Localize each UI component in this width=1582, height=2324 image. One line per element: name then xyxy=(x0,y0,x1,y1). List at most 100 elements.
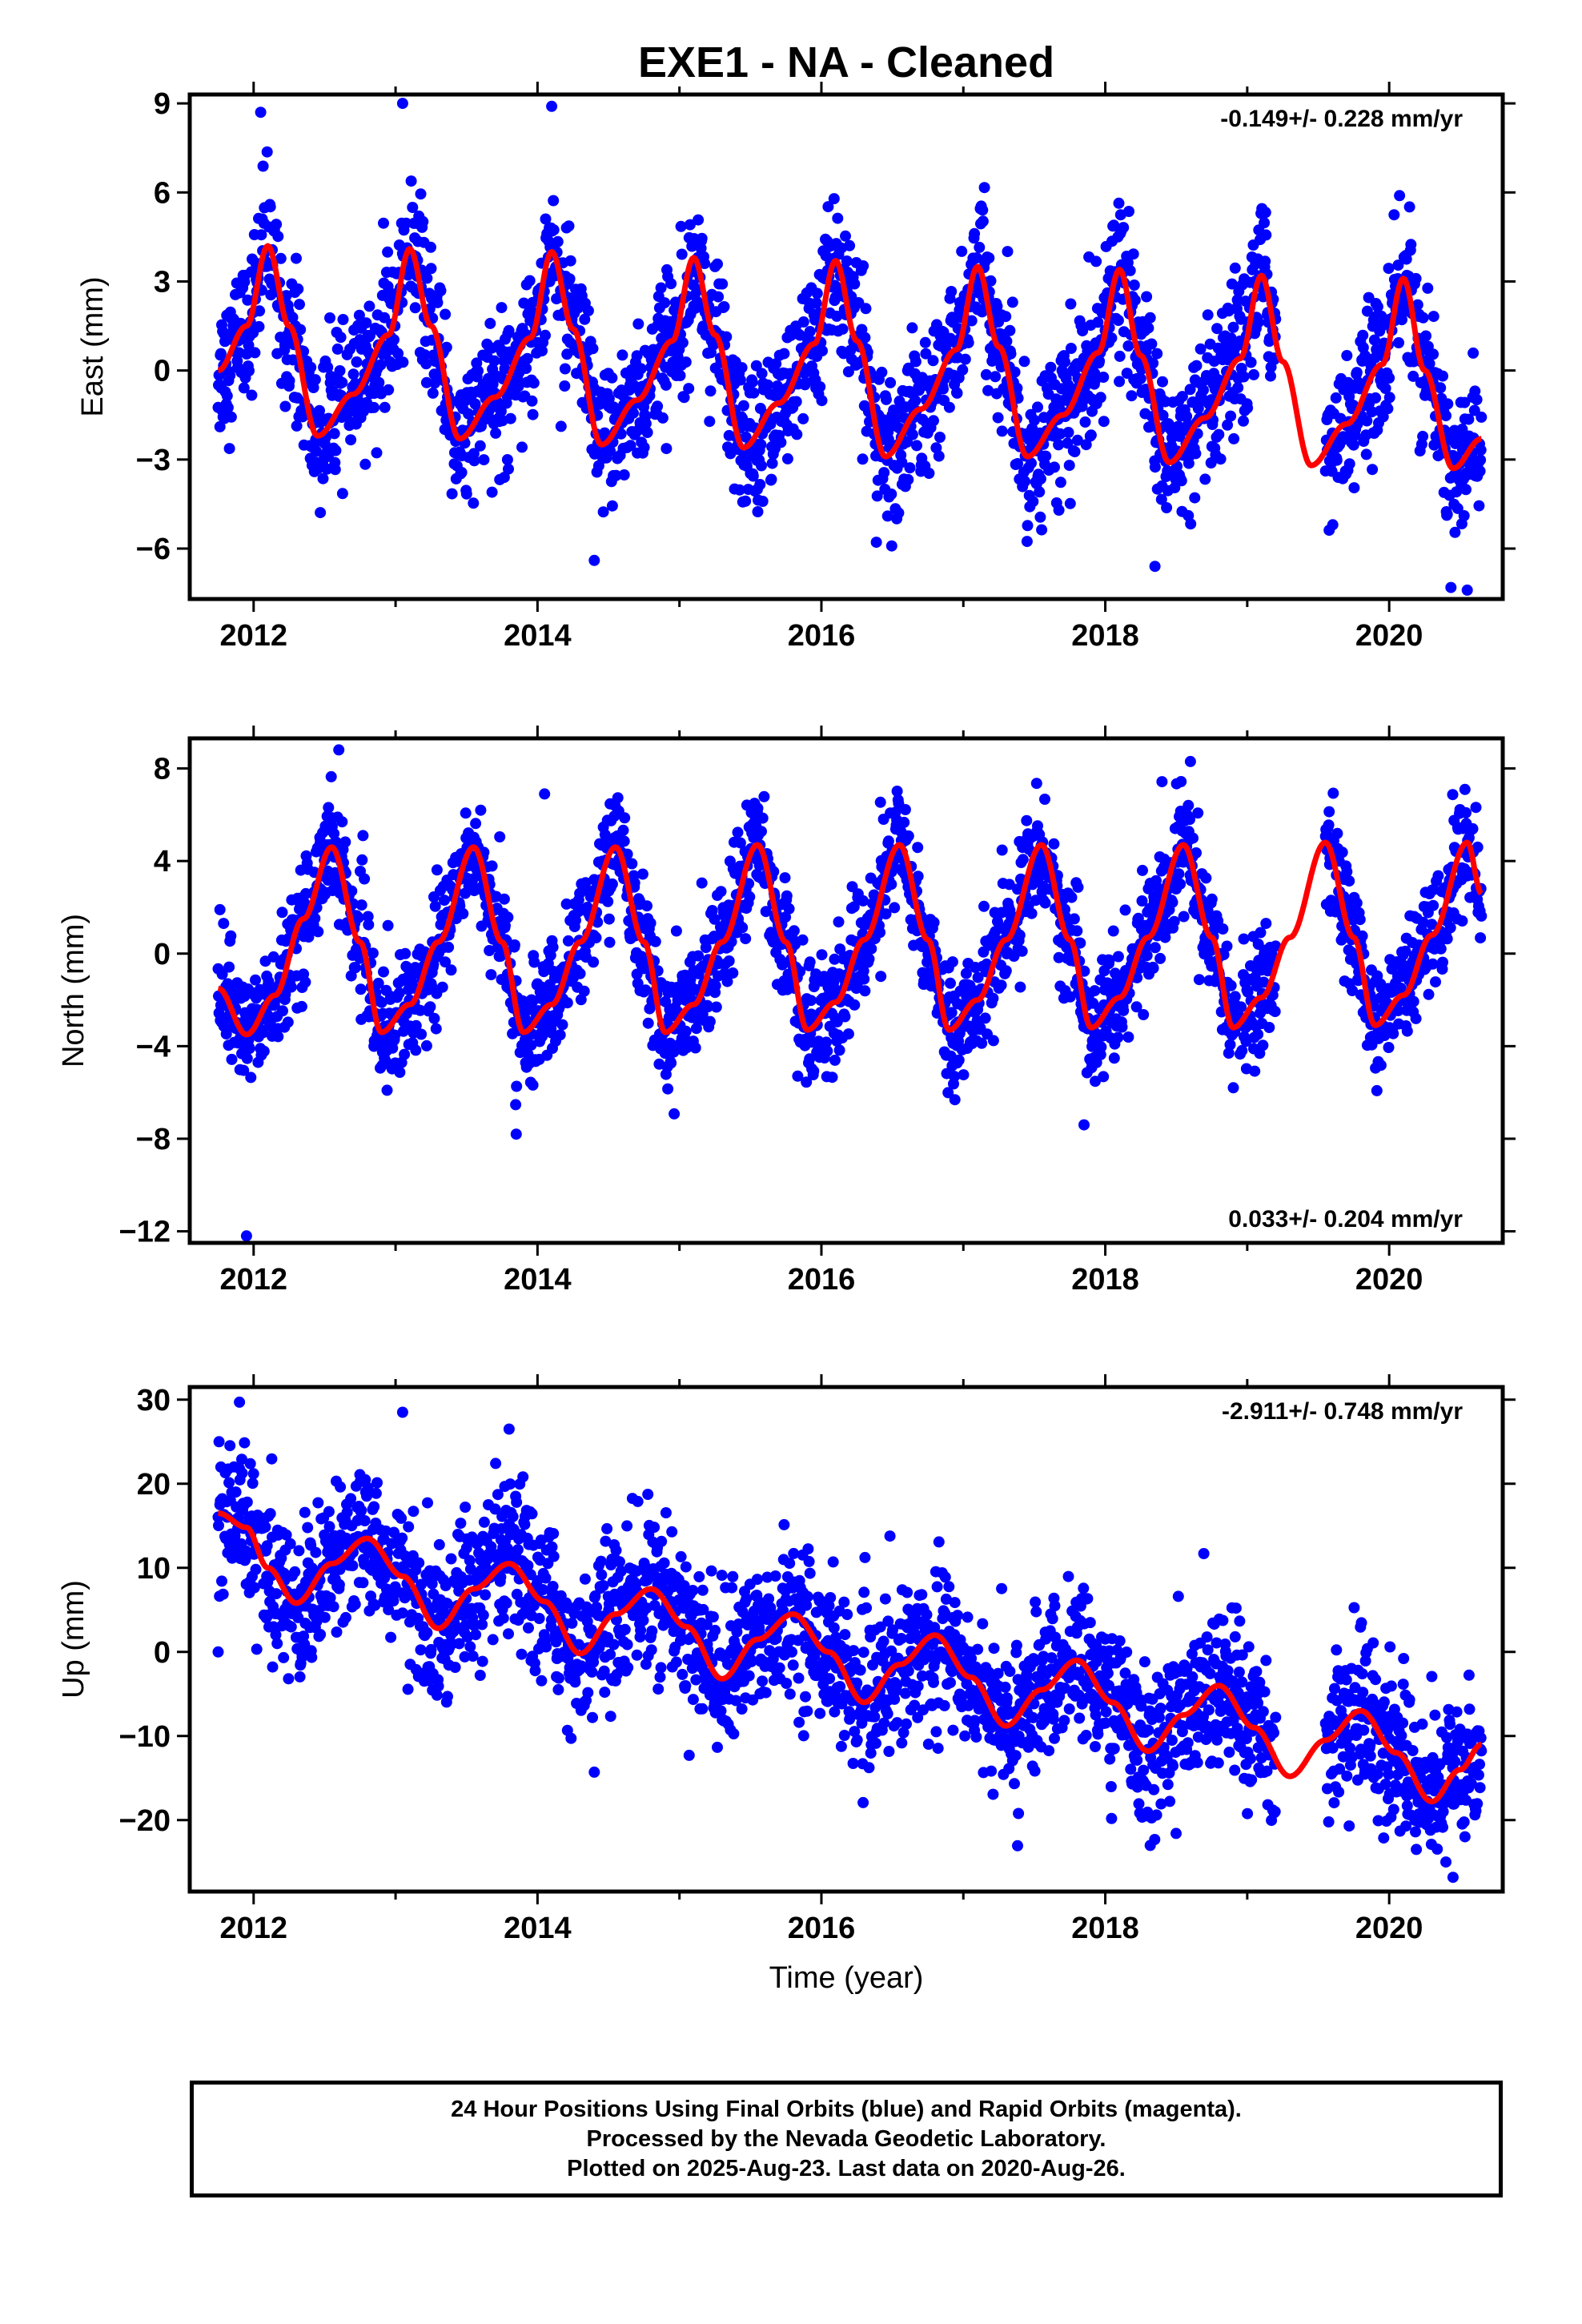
data-point xyxy=(709,979,721,991)
data-point xyxy=(375,996,387,1008)
data-point xyxy=(238,382,250,394)
data-point xyxy=(909,356,921,368)
data-point xyxy=(556,1019,568,1031)
data-point xyxy=(351,356,363,368)
figure-title: EXE1 - NA - Cleaned xyxy=(638,38,1054,86)
data-point xyxy=(1474,465,1486,477)
data-point xyxy=(891,786,903,797)
data-point xyxy=(213,369,225,381)
outlier-point xyxy=(255,107,267,119)
data-point xyxy=(243,1043,255,1055)
data-point xyxy=(439,895,450,907)
north-y-axis-title: North (mm) xyxy=(57,914,90,1068)
data-point xyxy=(1137,864,1148,876)
data-point xyxy=(990,371,1002,383)
north-frame xyxy=(187,736,1505,1245)
data-point xyxy=(1410,272,1422,284)
data-point xyxy=(287,354,299,366)
data-point xyxy=(1003,879,1015,891)
data-point xyxy=(457,907,469,919)
data-point xyxy=(536,345,548,357)
data-point xyxy=(655,282,667,294)
data-point xyxy=(766,457,778,469)
data-point xyxy=(1032,820,1043,832)
data-point xyxy=(559,380,571,392)
data-point xyxy=(1475,454,1487,466)
data-point xyxy=(875,971,887,983)
data-point xyxy=(985,275,997,287)
data-point xyxy=(757,496,769,507)
data-point xyxy=(295,1000,307,1012)
data-point xyxy=(1126,390,1138,402)
data-point xyxy=(1090,255,1102,267)
data-point xyxy=(1206,893,1218,905)
data-point xyxy=(525,1039,537,1051)
data-point xyxy=(705,385,717,397)
data-point xyxy=(1252,316,1264,328)
data-point xyxy=(283,1673,295,1685)
data-point xyxy=(1049,461,1060,473)
data-point xyxy=(524,275,536,287)
data-point xyxy=(1224,1039,1236,1051)
data-point xyxy=(1383,263,1395,275)
data-point xyxy=(1141,950,1153,962)
data-point xyxy=(429,900,441,912)
data-point xyxy=(857,965,869,977)
data-point xyxy=(859,985,871,997)
data-point xyxy=(857,260,869,271)
y-tick-label: 9 xyxy=(154,87,171,121)
data-point xyxy=(934,432,946,443)
data-point xyxy=(1174,878,1186,890)
y-tick-label: −6 xyxy=(136,533,171,566)
data-point xyxy=(478,454,490,466)
data-point xyxy=(604,445,616,457)
data-point xyxy=(949,1071,961,1083)
data-point xyxy=(928,916,940,928)
data-point xyxy=(1118,1004,1130,1016)
data-point xyxy=(1157,376,1168,388)
data-point xyxy=(978,900,990,912)
data-point xyxy=(315,507,327,519)
data-point xyxy=(1173,868,1185,880)
data-point xyxy=(1054,476,1066,489)
north-fit-line xyxy=(216,839,1484,1038)
data-point xyxy=(1331,454,1343,466)
data-point xyxy=(755,439,767,451)
data-point xyxy=(946,1007,958,1019)
data-point xyxy=(218,918,230,930)
data-point xyxy=(1232,382,1244,394)
data-point xyxy=(289,1566,301,1578)
data-point xyxy=(241,1496,253,1508)
data-point xyxy=(1343,458,1355,470)
data-point xyxy=(547,941,559,953)
data-point xyxy=(904,462,916,474)
data-point xyxy=(264,1508,276,1520)
data-point xyxy=(1009,366,1021,378)
data-point xyxy=(1122,340,1134,352)
data-point xyxy=(425,263,437,275)
data-point xyxy=(1460,806,1472,818)
data-point xyxy=(797,412,809,424)
data-point xyxy=(238,1064,250,1076)
data-point xyxy=(292,283,304,295)
x-tick-label: 2016 xyxy=(788,619,856,653)
data-point xyxy=(501,454,513,465)
data-point xyxy=(353,309,365,321)
data-point xyxy=(474,440,486,452)
data-point xyxy=(1141,291,1153,303)
data-point xyxy=(920,348,932,360)
data-point xyxy=(882,835,894,847)
data-point xyxy=(1449,526,1461,538)
data-point xyxy=(1330,392,1342,404)
data-point xyxy=(223,1477,235,1489)
data-point xyxy=(410,1044,422,1056)
data-point xyxy=(214,420,226,432)
data-point xyxy=(660,379,672,391)
data-point xyxy=(1089,985,1101,997)
data-point xyxy=(1228,432,1240,444)
data-point xyxy=(1417,312,1429,324)
data-point xyxy=(213,1520,224,1531)
data-point xyxy=(382,280,394,292)
data-point xyxy=(484,945,496,956)
data-point xyxy=(236,1467,248,1479)
